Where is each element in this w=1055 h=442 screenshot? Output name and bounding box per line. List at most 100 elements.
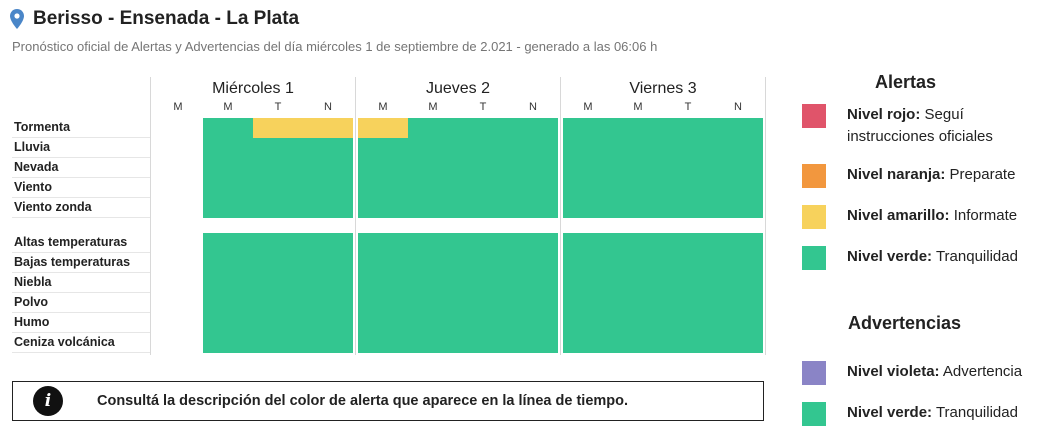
timeline-cell [663, 138, 713, 158]
timeline-cell [253, 138, 303, 158]
timeline-cell [508, 158, 558, 178]
timeline-cell [508, 138, 558, 158]
info-banner: i Consultá la descripción del color de a… [12, 381, 764, 421]
timeline-cell [563, 253, 613, 273]
timeline-cell [203, 178, 253, 198]
timeline-cell [508, 333, 558, 353]
timeline-cell [613, 118, 663, 138]
timeline-cell [408, 313, 458, 333]
day-header: Miércoles 1 [212, 80, 294, 97]
row-divider [12, 157, 150, 158]
location-pin-icon [10, 9, 24, 29]
timeline-cell [563, 138, 613, 158]
timeline-cell [203, 198, 253, 218]
timeline-cell [563, 178, 613, 198]
slot-header: M [378, 101, 388, 113]
timeline-cell [663, 198, 713, 218]
timeline-cell [203, 253, 253, 273]
timeline-cell [713, 198, 763, 218]
timeline-cell [203, 313, 253, 333]
timeline-cell [358, 253, 408, 273]
timeline-cell [203, 138, 253, 158]
timeline-cell [563, 198, 613, 218]
slot-header: T [684, 101, 692, 113]
timeline-cell [358, 273, 408, 293]
timeline-cell [713, 138, 763, 158]
legend-swatch-orange [802, 164, 826, 188]
row-label-altas-temperaturas: Altas temperaturas [14, 235, 128, 249]
page-header: Berisso - Ensenada - La Plata [10, 6, 299, 32]
timeline-cell [358, 158, 408, 178]
timeline-cell [253, 273, 303, 293]
legend-item-orange: Nivel naranja: Preparate [847, 166, 1016, 183]
page-title: Berisso - Ensenada - La Plata [33, 8, 300, 29]
timeline-cell [253, 178, 303, 198]
info-icon: i [33, 386, 63, 416]
timeline-cell [303, 273, 353, 293]
timeline-cell [303, 253, 353, 273]
legend-item-green-warning: Nivel verde: Tranquilidad [847, 404, 1018, 421]
timeline-cell [203, 273, 253, 293]
timeline-cell [358, 293, 408, 313]
timeline-cell [663, 273, 713, 293]
row-label-niebla: Niebla [14, 275, 52, 289]
timeline-cell [458, 333, 508, 353]
alertas-title: Alertas [875, 72, 937, 92]
row-label-humo: Humo [14, 315, 50, 329]
slot-header: M [223, 101, 233, 113]
timeline-cell [663, 158, 713, 178]
timeline-cell [253, 233, 303, 253]
page-subtitle: Pronóstico oficial de Alertas y Adverten… [12, 39, 658, 54]
timeline-cell [458, 233, 508, 253]
timeline-cell [253, 313, 303, 333]
legend-swatch-green [802, 246, 826, 270]
timeline-cell [458, 253, 508, 273]
timeline-cell [408, 138, 458, 158]
timeline-cell [358, 198, 408, 218]
timeline-cell [563, 118, 613, 138]
row-divider [12, 137, 150, 138]
timeline-cell [713, 118, 763, 138]
legend-item-green: Nivel verde: Tranquilidad [847, 248, 1018, 265]
timeline-cell [663, 118, 713, 138]
row-divider [12, 312, 150, 313]
timeline-cell [713, 178, 763, 198]
timeline-cell [458, 118, 508, 138]
timeline-cell [303, 293, 353, 313]
timeline-cell [408, 178, 458, 198]
day-header: Viernes 3 [629, 80, 697, 97]
timeline-cell [508, 273, 558, 293]
timeline-cell [508, 178, 558, 198]
row-label-tormenta: Tormenta [14, 120, 71, 134]
timeline-cell [613, 233, 663, 253]
slot-header: N [734, 101, 742, 113]
timeline-cell [613, 313, 663, 333]
slot-header: M [428, 101, 438, 113]
timeline-cell [713, 253, 763, 273]
column-divider [150, 77, 151, 355]
timeline-cell [713, 233, 763, 253]
timeline-cell [613, 333, 663, 353]
row-divider [12, 252, 150, 253]
timeline-cell [713, 293, 763, 313]
slot-header: T [479, 101, 487, 113]
row-divider [12, 292, 150, 293]
timeline-cell [408, 333, 458, 353]
row-divider [12, 332, 150, 333]
timeline-cell [303, 158, 353, 178]
timeline-cell [358, 118, 408, 138]
timeline-cell [203, 118, 253, 138]
slot-header: M [633, 101, 643, 113]
row-divider [12, 197, 150, 198]
row-divider [12, 177, 150, 178]
column-divider [355, 77, 356, 355]
info-text: Consultá la descripción del color de ale… [97, 393, 629, 409]
slot-header: N [529, 101, 537, 113]
timeline-cell [508, 293, 558, 313]
timeline-cell [508, 118, 558, 138]
timeline-cell [713, 158, 763, 178]
timeline-cell [253, 333, 303, 353]
timeline-cell [253, 158, 303, 178]
timeline-cell [408, 158, 458, 178]
timeline-cell [203, 333, 253, 353]
